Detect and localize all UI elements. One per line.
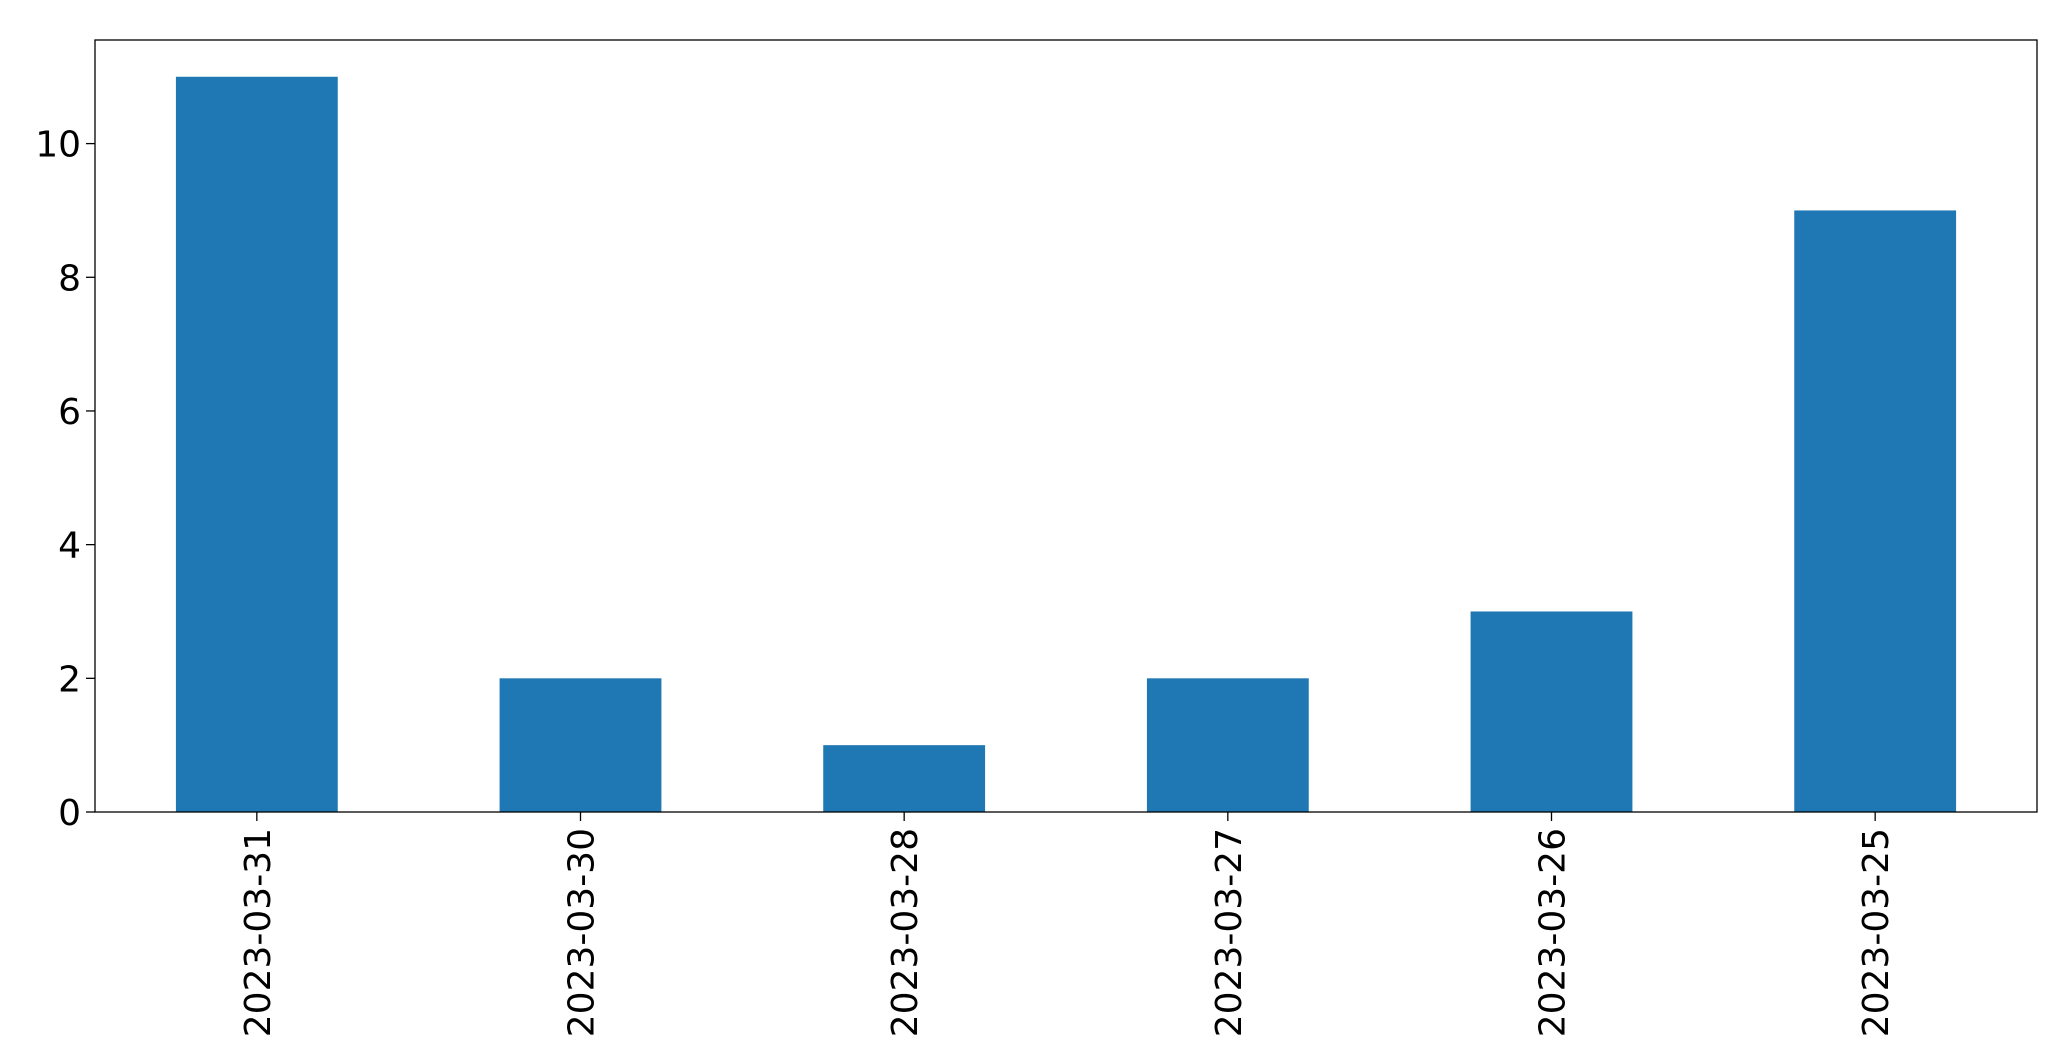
bar-2023-03-30 [499,678,662,812]
plot-area-frame [94,39,2038,813]
x-tick-label: 2023-03-28 [885,828,926,1037]
y-tick-label: 2 [58,659,81,700]
y-tick-label: 4 [58,526,81,567]
bar-2023-03-26 [1470,611,1633,812]
y-axis: 0 2 4 6 8 10 [35,125,95,834]
x-axis: 2023-03-31 2023-03-30 2023-03-28 2023-03-27… [238,812,1897,1037]
bar-2023-03-31 [175,76,338,812]
bars-group [175,76,1957,813]
y-tick-label: 8 [58,258,81,299]
y-tick-label: 6 [58,392,81,433]
x-tick-label: 2023-03-30 [562,828,603,1037]
bar-2023-03-28 [823,745,986,812]
x-tick-label: 2023-03-25 [1856,828,1897,1037]
bar-2023-03-27 [1146,678,1309,812]
x-tick-label: 2023-03-27 [1209,828,1250,1037]
y-tick-label: 10 [35,125,81,166]
bar-2023-03-25 [1794,210,1957,813]
x-tick-label: 2023-03-31 [238,828,279,1037]
x-tick-label: 2023-03-26 [1533,828,1574,1037]
y-tick-label: 0 [58,793,81,834]
